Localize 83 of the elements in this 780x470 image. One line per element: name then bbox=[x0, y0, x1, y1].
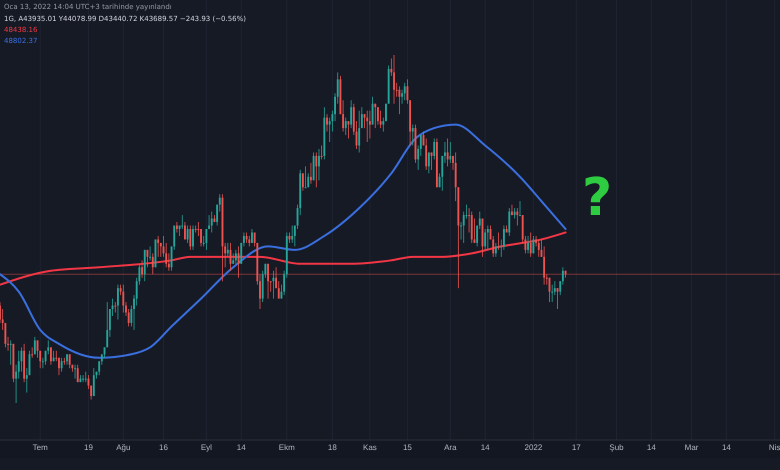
candlestick bbox=[267, 263, 269, 299]
candlestick bbox=[551, 284, 554, 302]
candlestick bbox=[484, 228, 486, 250]
x-tick-label: 14 bbox=[236, 443, 246, 452]
candlestick bbox=[251, 228, 253, 244]
candlestick bbox=[149, 246, 152, 261]
candlestick bbox=[246, 232, 248, 244]
candlestick bbox=[291, 225, 294, 244]
candlestick bbox=[372, 96, 374, 125]
x-tick-label: Mar bbox=[684, 443, 699, 452]
candlestick bbox=[350, 100, 352, 128]
x-tick-label: Kas bbox=[363, 443, 377, 452]
candlestick bbox=[368, 110, 371, 139]
x-tick-label: Nis bbox=[768, 443, 780, 452]
candlestick bbox=[556, 288, 558, 310]
candlestick bbox=[31, 346, 34, 358]
candlestick bbox=[304, 166, 307, 188]
candlestick bbox=[205, 228, 208, 250]
candlestick bbox=[208, 214, 210, 230]
candlestick bbox=[358, 110, 360, 153]
candlestick bbox=[320, 145, 323, 160]
candlestick bbox=[494, 242, 497, 258]
x-tick-label: 14 bbox=[722, 443, 732, 452]
candlestick bbox=[302, 172, 304, 192]
x-tick-label: 16 bbox=[159, 443, 168, 452]
candlestick bbox=[377, 106, 379, 125]
candlestick bbox=[184, 222, 186, 240]
candlestick bbox=[238, 246, 240, 278]
candlestick bbox=[516, 208, 518, 226]
candlestick bbox=[36, 340, 38, 358]
x-tick-label: Ara bbox=[444, 443, 458, 452]
candlestick bbox=[446, 138, 449, 167]
candlestick bbox=[146, 249, 148, 268]
candlestick bbox=[318, 148, 320, 181]
candlestick bbox=[192, 225, 194, 250]
candlestick bbox=[486, 225, 489, 250]
x-tick-label: Ağu bbox=[116, 443, 130, 452]
candlestick bbox=[34, 336, 36, 355]
candlestick bbox=[275, 266, 278, 289]
candlestick bbox=[425, 138, 428, 170]
x-tick-label: 14 bbox=[646, 443, 656, 452]
candlestick bbox=[234, 249, 237, 264]
x-tick-label: 17 bbox=[572, 443, 582, 452]
candlestick bbox=[527, 236, 529, 254]
x-tick-label: 14 bbox=[480, 443, 490, 452]
candlestick bbox=[98, 360, 100, 376]
candlestick bbox=[532, 236, 534, 254]
candlestick bbox=[380, 110, 382, 128]
x-tick-label: 18 bbox=[328, 443, 338, 452]
x-tick-label: 19 bbox=[84, 443, 94, 452]
candlestick bbox=[186, 225, 189, 244]
candlestick bbox=[428, 152, 430, 174]
candlestick bbox=[310, 162, 312, 184]
candlestick bbox=[60, 357, 63, 372]
candlestick bbox=[348, 120, 350, 139]
candlestick bbox=[288, 232, 290, 244]
candlestick bbox=[514, 208, 516, 219]
candlestick bbox=[82, 374, 84, 383]
candlestick bbox=[398, 86, 400, 115]
x-tick-label: 15 bbox=[402, 443, 412, 452]
candlestick bbox=[548, 277, 550, 302]
annotation: ? bbox=[582, 168, 612, 228]
candlestick bbox=[519, 200, 521, 216]
candlestick bbox=[430, 152, 432, 170]
candlestick bbox=[170, 246, 172, 272]
candlestick bbox=[74, 364, 76, 380]
candlestick bbox=[117, 284, 119, 320]
candlestick bbox=[92, 368, 95, 396]
x-tick-label: Şub bbox=[609, 443, 624, 452]
candlestick bbox=[141, 260, 143, 278]
x-tick-label: Tem bbox=[32, 443, 48, 452]
candlestick bbox=[326, 114, 328, 132]
x-tick-label: Eyl bbox=[200, 443, 212, 452]
candlestick bbox=[393, 54, 395, 104]
x-tick-label: Ekm bbox=[278, 443, 296, 452]
candlestick bbox=[230, 242, 232, 272]
candlestick bbox=[498, 232, 500, 250]
candlestick bbox=[272, 270, 274, 299]
x-tick-label: 2022 bbox=[524, 443, 543, 452]
candlestick bbox=[176, 222, 178, 233]
candlestick bbox=[157, 236, 160, 258]
candlestick bbox=[50, 346, 52, 366]
candlestick bbox=[226, 242, 229, 258]
